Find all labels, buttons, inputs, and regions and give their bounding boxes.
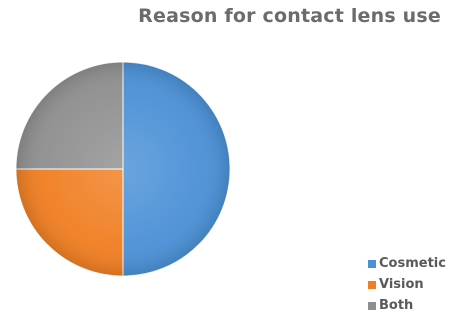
legend: Cosmetic Vision Both: [368, 253, 446, 316]
legend-swatch: [368, 259, 376, 268]
pie-slice-cosmetic: [122, 61, 231, 277]
legend-item-both: Both: [368, 295, 446, 316]
pie-slice-both: [15, 61, 124, 170]
legend-item-cosmetic: Cosmetic: [368, 253, 446, 274]
legend-swatch: [368, 280, 376, 289]
legend-item-vision: Vision: [368, 274, 446, 295]
legend-swatch: [368, 301, 376, 310]
pie-slice-vision: [15, 168, 124, 277]
legend-label: Cosmetic: [379, 256, 446, 271]
legend-label: Both: [379, 298, 414, 313]
chart-title: Reason for contact lens use: [138, 5, 441, 27]
legend-label: Vision: [379, 277, 424, 292]
